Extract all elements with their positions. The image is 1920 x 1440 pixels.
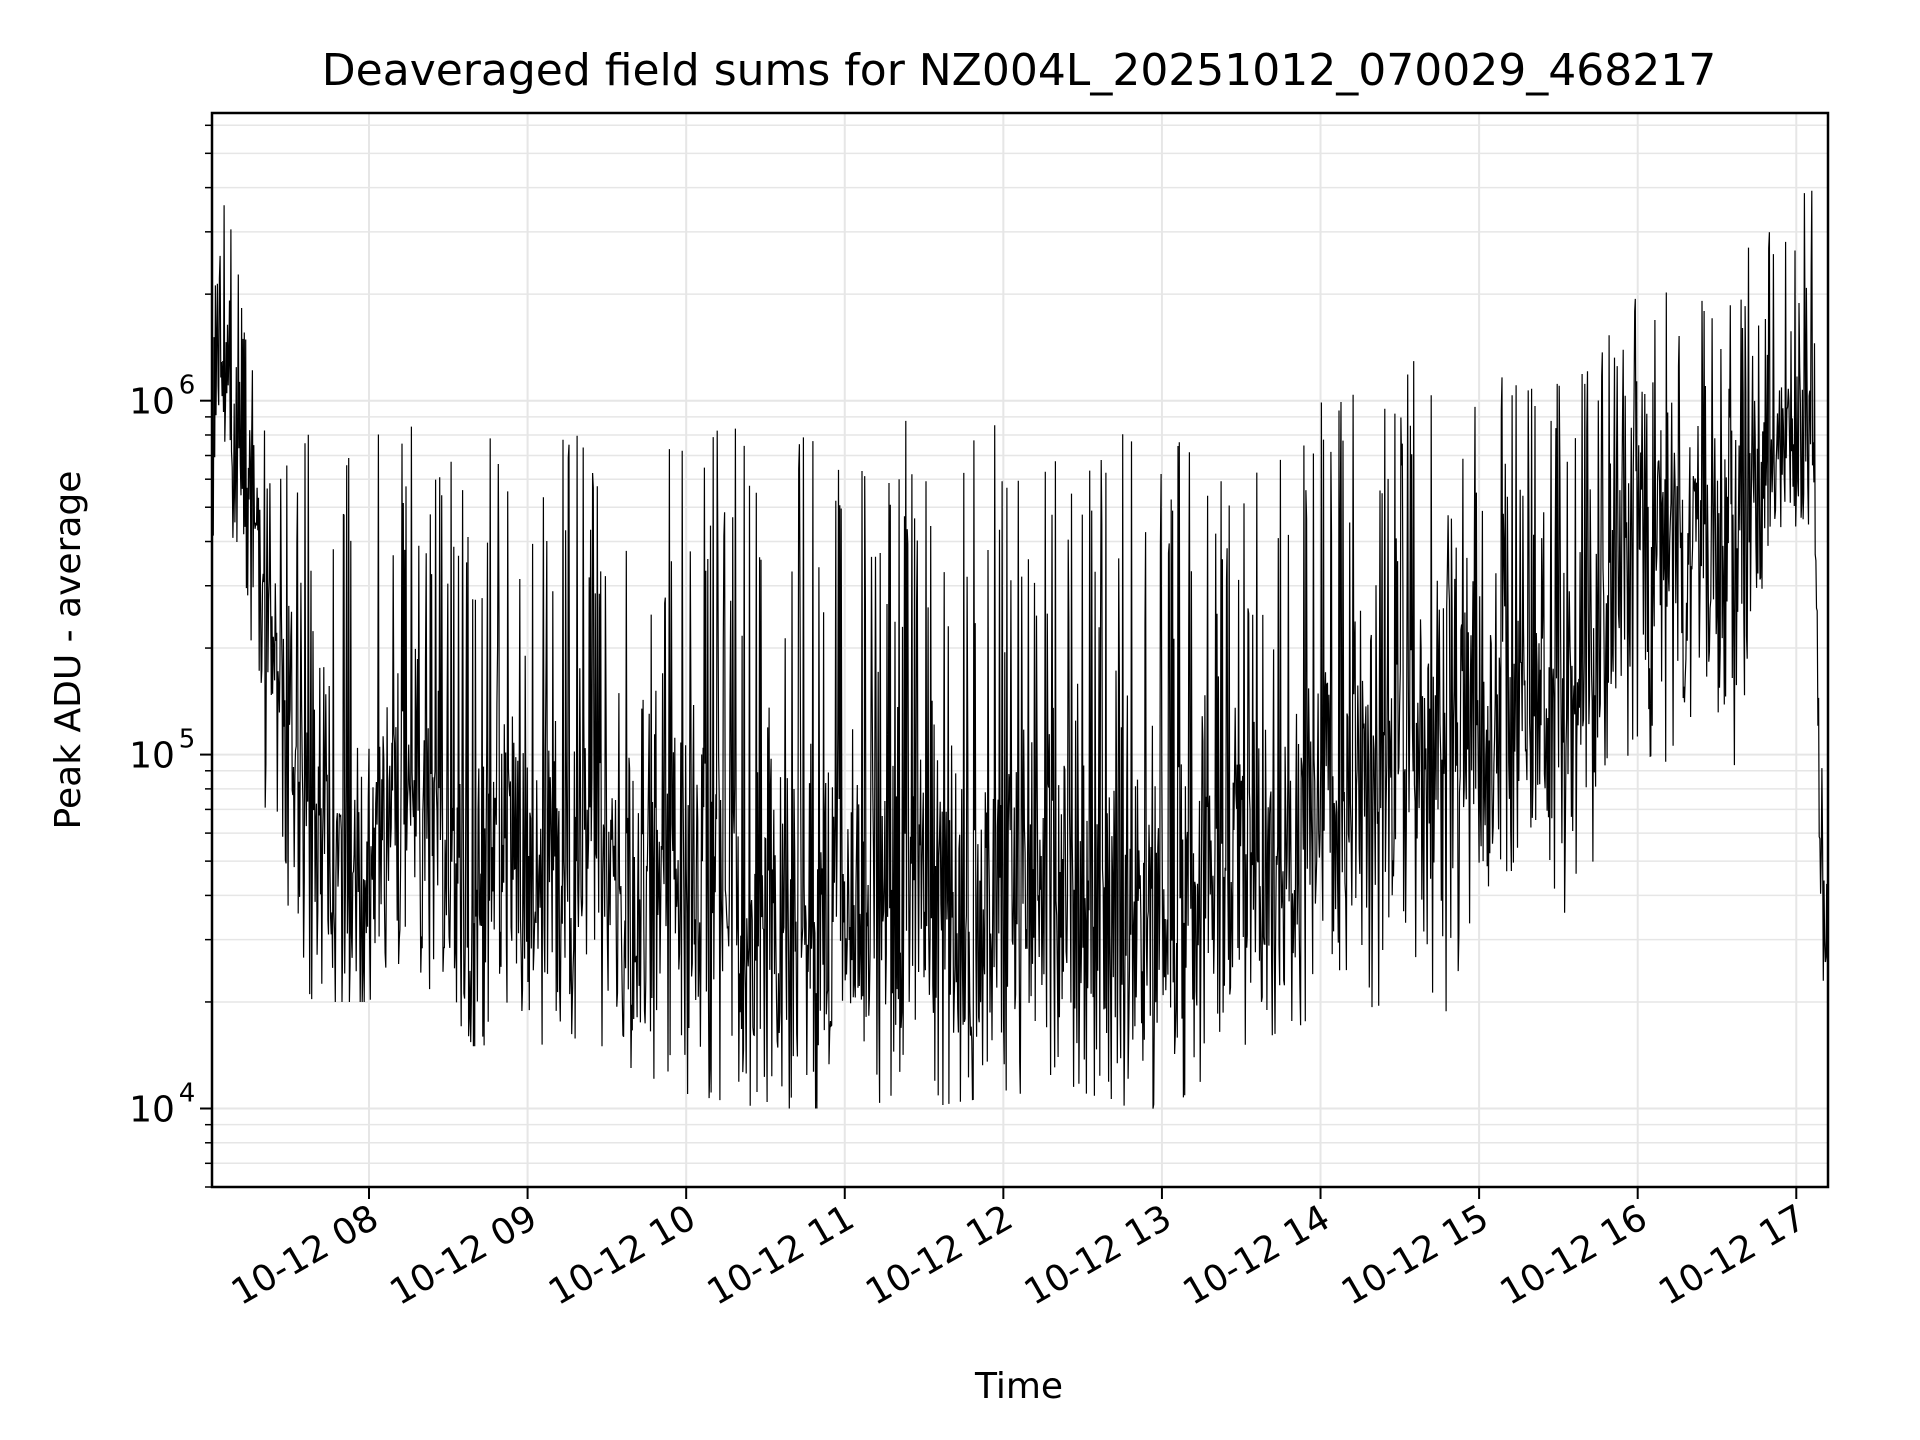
chart-title: Deaveraged field sums for NZ004L_2025101… — [322, 45, 1716, 96]
y-tick-label: 10 — [129, 736, 175, 777]
plot-frame — [210, 111, 1830, 1189]
y-tick-exponent: 5 — [179, 725, 196, 755]
data-line — [211, 190, 1829, 1109]
y-tick-exponent: 6 — [179, 371, 196, 401]
y-tick-label: 10 — [129, 382, 175, 423]
series — [211, 190, 1829, 1109]
y-tick-label: 10 — [129, 1089, 175, 1130]
x-axis-label: Time — [974, 1366, 1063, 1407]
y-tick-exponent: 4 — [179, 1078, 196, 1108]
y-axis-label: Peak ADU - average — [48, 471, 89, 830]
